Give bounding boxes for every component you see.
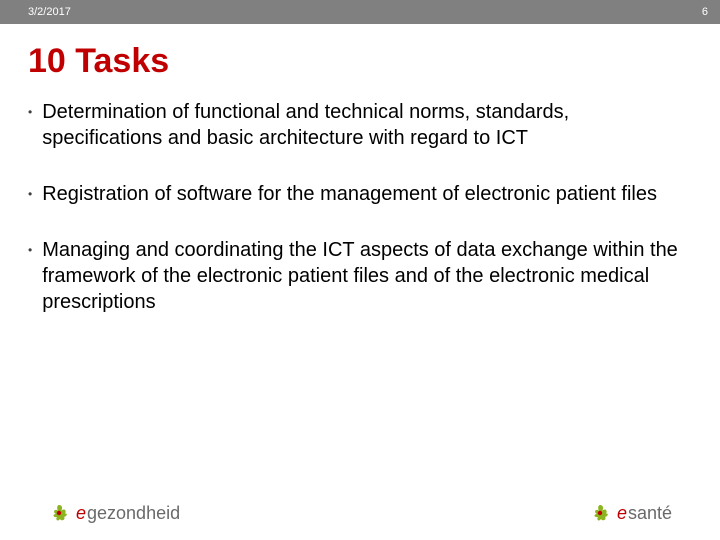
logo-left: e gezondheid: [48, 502, 180, 524]
list-item: • Managing and coordinating the ICT aspe…: [28, 237, 692, 315]
logo-left-e: e: [76, 503, 86, 524]
logo-right-e: e: [617, 503, 627, 524]
list-item: • Registration of software for the manag…: [28, 181, 692, 207]
bullet-text: Determination of functional and technica…: [42, 99, 692, 151]
bullet-list: • Determination of functional and techni…: [0, 99, 720, 315]
logo-right-word: santé: [628, 503, 672, 524]
header-page-number: 6: [702, 6, 708, 18]
logo-right-text: e santé: [617, 503, 672, 524]
logo-left-word: gezondheid: [87, 503, 180, 524]
bullet-icon: •: [28, 99, 32, 125]
logo-right-icon: [589, 502, 611, 524]
slide: 3/2/2017 6 10 Tasks • Determination of f…: [0, 0, 720, 540]
bullet-icon: •: [28, 237, 32, 263]
list-item: • Determination of functional and techni…: [28, 99, 692, 151]
header-date: 3/2/2017: [28, 6, 71, 18]
logo-left-icon: [48, 502, 70, 524]
logo-left-text: e gezondheid: [76, 503, 180, 524]
bullet-text: Registration of software for the managem…: [42, 181, 657, 207]
bullet-icon: •: [28, 181, 32, 207]
logo-right: e santé: [589, 502, 672, 524]
bullet-text: Managing and coordinating the ICT aspect…: [42, 237, 692, 315]
slide-title: 10 Tasks: [28, 42, 720, 81]
footer: e gezondheid e santé: [0, 502, 720, 524]
header-bar: 3/2/2017 6: [0, 0, 720, 24]
